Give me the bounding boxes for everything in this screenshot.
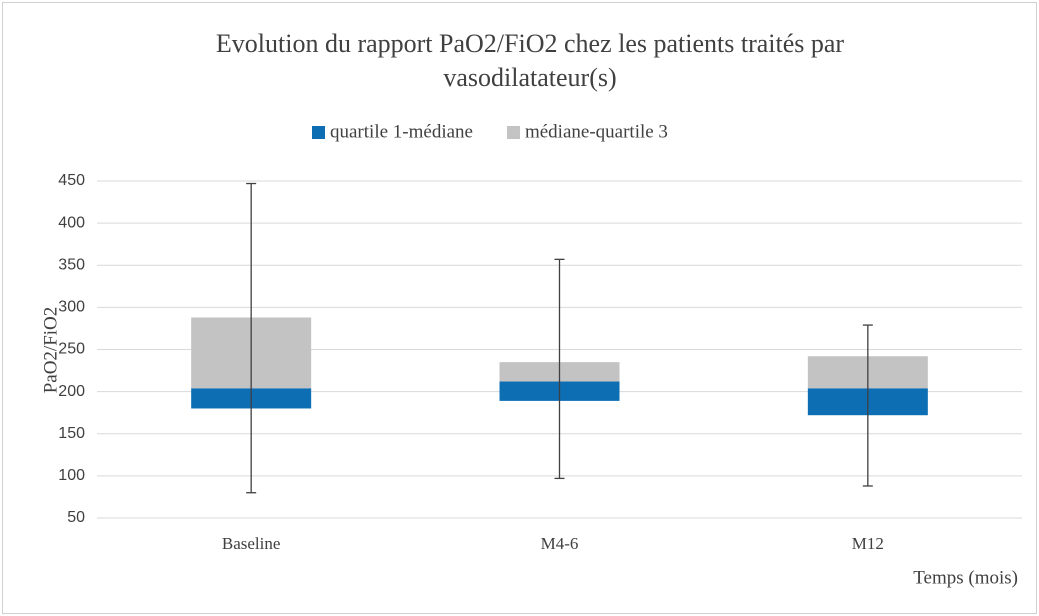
chart-title: Evolution du rapport PaO2/FiO2 chez les … (216, 29, 845, 58)
chart-title: vasodilatateur(s) (443, 63, 616, 92)
legend-swatch (506, 126, 520, 139)
y-tick-label: 350 (58, 256, 85, 273)
y-tick-label: 400 (58, 214, 85, 231)
x-tick-label: M4-6 (541, 534, 579, 553)
x-tick-label: Baseline (222, 534, 281, 553)
y-tick-label: 50 (67, 509, 85, 526)
legend-label: médiane-quartile 3 (525, 121, 668, 142)
x-tick-label: M12 (852, 534, 884, 553)
y-tick-label: 300 (58, 299, 85, 316)
legend-label: quartile 1-médiane (330, 121, 473, 142)
legend-swatch (312, 126, 325, 139)
y-tick-label: 100 (58, 467, 85, 484)
y-tick-label: 200 (58, 383, 85, 400)
y-tick-label: 150 (58, 425, 85, 442)
y-axis-title: PaO2/FiO2 (40, 307, 61, 394)
y-tick-label: 450 (58, 172, 85, 189)
x-axis-title: Temps (mois) (913, 567, 1018, 588)
y-tick-label: 250 (58, 341, 85, 358)
